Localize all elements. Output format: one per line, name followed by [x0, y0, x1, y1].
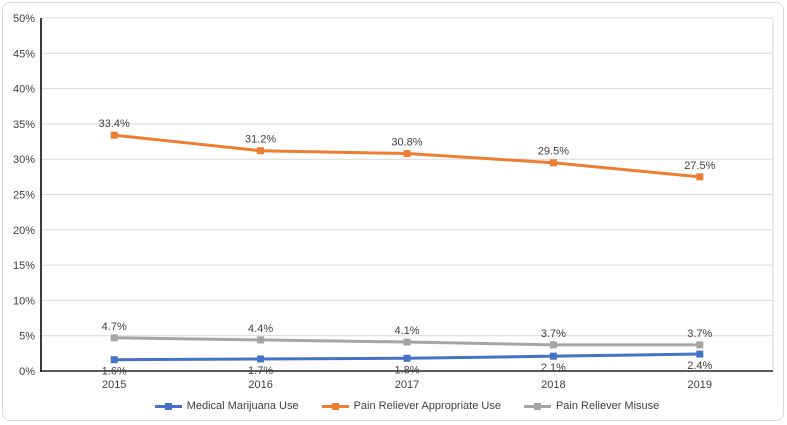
data-point-marker-pain-reliever-appropriate-use: [257, 147, 265, 155]
legend-item-medical-marijuana-use: Medical Marijuana Use: [154, 400, 299, 412]
data-point-label-medical-marijuana-use: 1.8%: [394, 364, 419, 376]
data-point-marker-pain-reliever-misuse: [403, 338, 411, 346]
y-axis-tick-label: 20%: [13, 225, 35, 237]
data-point-label-medical-marijuana-use: 2.4%: [687, 360, 712, 372]
y-axis-tick-label: 15%: [13, 260, 35, 272]
data-point-label-medical-marijuana-use: 1.6%: [102, 366, 127, 378]
line-chart: 0% 5% 10% 15% 20% 25% 30% 35% 40% 45% 50% 2015 2016 2…: [13, 13, 774, 391]
data-point-label-pain-reliever-misuse: 4.4%: [248, 323, 273, 335]
data-point-label-pain-reliever-appropriate-use: 29.5%: [538, 146, 569, 158]
x-axis-category-label: 2015: [102, 379, 126, 391]
x-axis-category-label: 2016: [248, 379, 272, 391]
data-point-marker-pain-reliever-appropriate-use: [110, 131, 118, 139]
data-point-label-pain-reliever-misuse: 3.7%: [541, 328, 566, 340]
legend-line-marker-swatch: [523, 402, 551, 410]
legend-label: Pain Reliever Misuse: [555, 400, 660, 412]
y-axis-tick-label: 5%: [19, 331, 35, 343]
data-point-marker-pain-reliever-misuse: [549, 341, 557, 349]
data-point-label-pain-reliever-misuse: 3.7%: [687, 328, 712, 340]
data-point-label-pain-reliever-appropriate-use: 30.8%: [391, 137, 422, 149]
y-axis-tick-label: 50%: [13, 13, 35, 25]
data-point-label-medical-marijuana-use: 2.1%: [541, 362, 566, 374]
y-axis-tick-label: 30%: [13, 154, 35, 166]
legend-item-pain-reliever-misuse: Pain Reliever Misuse: [523, 400, 660, 412]
data-point-marker-pain-reliever-appropriate-use: [403, 150, 411, 158]
data-point-label-pain-reliever-misuse: 4.1%: [394, 325, 419, 337]
legend-square-marker: [331, 402, 339, 410]
y-axis-tick-label: 0%: [19, 366, 35, 378]
y-axis-tick-label: 40%: [13, 84, 35, 96]
data-point-label-pain-reliever-misuse: 4.7%: [102, 321, 127, 333]
legend-line-marker-swatch: [321, 402, 349, 410]
data-point-marker-pain-reliever-misuse: [696, 341, 704, 349]
data-point-marker-medical-marijuana-use: [110, 356, 118, 364]
legend-square-marker: [164, 402, 172, 410]
x-axis-category-label: 2017: [395, 379, 419, 391]
y-axis-tick-label: 25%: [13, 190, 35, 202]
legend-label: Pain Reliever Appropriate Use: [353, 400, 501, 412]
legend-square-marker: [533, 402, 541, 410]
data-point-marker-pain-reliever-misuse: [110, 334, 118, 342]
y-axis-tick-label: 35%: [13, 119, 35, 131]
legend-line-marker-swatch: [154, 402, 182, 410]
data-point-label-pain-reliever-appropriate-use: 33.4%: [99, 118, 130, 130]
x-axis-category-label: 2018: [541, 379, 565, 391]
data-point-marker-medical-marijuana-use: [257, 355, 265, 363]
data-point-marker-medical-marijuana-use: [403, 354, 411, 362]
y-axis-tick-label: 45%: [13, 48, 35, 60]
data-point-label-medical-marijuana-use: 1.7%: [248, 365, 273, 377]
data-point-marker-medical-marijuana-use: [696, 350, 704, 358]
data-point-label-pain-reliever-appropriate-use: 27.5%: [684, 160, 715, 172]
x-axis-category-label: 2019: [688, 379, 712, 391]
legend-label: Medical Marijuana Use: [186, 400, 299, 412]
data-point-marker-pain-reliever-misuse: [257, 336, 265, 344]
data-point-marker-pain-reliever-appropriate-use: [549, 159, 557, 167]
chart-card: 0% 5% 10% 15% 20% 25% 30% 35% 40% 45% 50% 2015 2016 2…: [2, 2, 784, 421]
data-point-label-pain-reliever-appropriate-use: 31.2%: [245, 134, 276, 146]
legend-item-pain-reliever-appropriate-use: Pain Reliever Appropriate Use: [321, 400, 501, 412]
data-point-marker-medical-marijuana-use: [549, 352, 557, 360]
chart-legend: Medical Marijuana Use Pain Reliever Appro…: [41, 397, 773, 415]
data-point-marker-pain-reliever-appropriate-use: [696, 173, 704, 181]
y-axis-tick-label: 10%: [13, 295, 35, 307]
